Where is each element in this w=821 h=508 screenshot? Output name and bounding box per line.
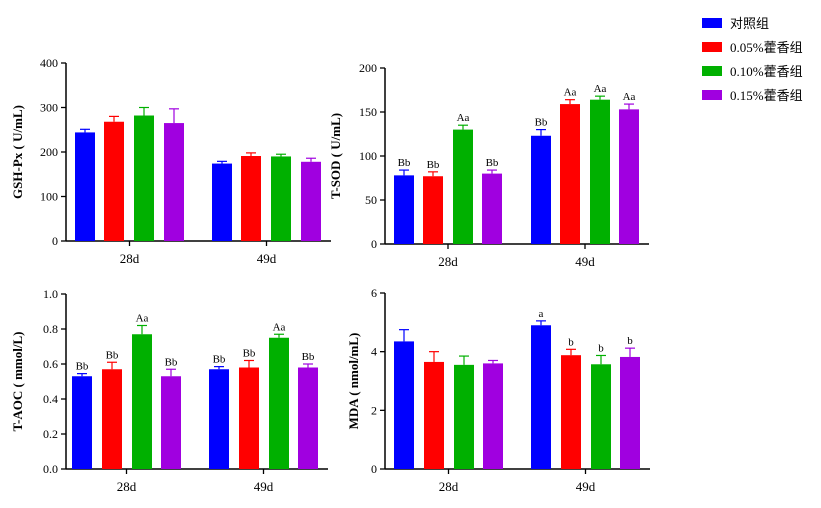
- significance-label: Aa: [457, 112, 470, 124]
- legend-label: 0.15%藿香组: [730, 88, 803, 103]
- bar: [561, 355, 581, 469]
- bar: [241, 156, 261, 241]
- legend-label: 0.10%藿香组: [730, 64, 803, 79]
- significance-label: Aa: [594, 83, 607, 95]
- y-tick-label: 0.6: [43, 357, 58, 371]
- bar: [298, 367, 318, 469]
- x-tick-label: 49d: [576, 479, 596, 494]
- y-tick-label: 6: [371, 286, 377, 300]
- y-tick-label: 0: [52, 234, 58, 248]
- x-tick-label: 49d: [575, 254, 595, 269]
- significance-label: Aa: [136, 313, 149, 325]
- significance-label: b: [568, 336, 574, 348]
- bar: [453, 129, 473, 244]
- significance-label: Bb: [535, 117, 548, 129]
- bar: [132, 334, 152, 469]
- chart-panel-2: 0 50 100 150 200 T-SOD ( U/mL) 28d 49d Bb Bb Bb Aa A…: [328, 61, 649, 269]
- bar: [209, 369, 229, 469]
- bar: [531, 325, 551, 469]
- bar: [620, 356, 640, 469]
- x-tick-label: 28d: [117, 479, 137, 494]
- bar: [72, 376, 92, 469]
- bar: [269, 337, 289, 469]
- y-tick-label: 400: [40, 56, 58, 70]
- bar: [394, 341, 414, 469]
- significance-label: Aa: [273, 321, 286, 333]
- legend: 对照组 0.05%藿香组 0.10%藿香组 0.15%藿香组: [702, 16, 803, 103]
- significance-label: Bb: [486, 157, 499, 169]
- bar: [212, 163, 232, 241]
- y-tick-label: 0.2: [43, 427, 58, 441]
- bar: [161, 376, 181, 469]
- significance-label: Bb: [302, 351, 315, 363]
- bar: [424, 361, 444, 469]
- x-tick-label: 28d: [120, 251, 140, 266]
- y-axis-title: T-SOD ( U/mL): [328, 113, 343, 199]
- bar: [423, 176, 443, 244]
- y-tick-label: 4: [371, 345, 377, 359]
- bar: [619, 109, 639, 244]
- legend-swatch: [702, 42, 722, 52]
- x-tick-label: 28d: [438, 254, 458, 269]
- significance-label: b: [598, 342, 604, 354]
- significance-label: Bb: [213, 354, 226, 366]
- y-tick-label: 150: [359, 105, 377, 119]
- y-tick-label: 2: [371, 403, 377, 417]
- significance-label: Bb: [165, 356, 178, 368]
- y-tick-label: 100: [40, 190, 58, 204]
- x-tick-label: 28d: [439, 479, 459, 494]
- y-axis-title: T-AOC ( mmol/L): [10, 332, 25, 432]
- bar: [531, 135, 551, 244]
- y-tick-label: 0.8: [43, 322, 58, 336]
- significance-label: Aa: [564, 87, 577, 99]
- legend-label: 对照组: [730, 16, 769, 31]
- bar: [102, 369, 122, 469]
- significance-label: Bb: [76, 361, 89, 373]
- significance-label: a: [539, 308, 544, 320]
- bar: [454, 364, 474, 469]
- chart-panel-3: 0.0 0.2 0.4 0.6 0.8 1.0 T-AOC ( mmol/L) 28d 49d B…: [10, 287, 328, 494]
- chart-panels: 0 100 200 300 400 GSH-Px ( U/mL) 28d 49d 0 50 100 1…: [10, 56, 650, 494]
- significance-label: b: [627, 335, 633, 347]
- chart-panel-1: 0 100 200 300 400 GSH-Px ( U/mL) 28d 49d: [10, 56, 331, 266]
- legend-label: 0.05%藿香组: [730, 40, 803, 55]
- bar: [483, 363, 503, 469]
- significance-label: Aa: [623, 91, 636, 103]
- bar: [134, 115, 154, 241]
- significance-label: Bb: [427, 159, 440, 171]
- y-tick-label: 50: [365, 193, 377, 207]
- y-tick-label: 0: [371, 237, 377, 251]
- y-tick-label: 0.4: [43, 392, 58, 406]
- y-axis-title: GSH-Px ( U/mL): [10, 105, 25, 199]
- bar: [560, 104, 580, 244]
- bar: [482, 173, 502, 244]
- significance-label: Bb: [106, 349, 119, 361]
- y-tick-label: 0: [371, 462, 377, 476]
- bar: [239, 367, 259, 469]
- y-axis-title: MDA ( nmol/mL): [346, 333, 361, 430]
- bar: [271, 156, 291, 241]
- bar: [590, 99, 610, 245]
- y-tick-label: 200: [359, 61, 377, 75]
- bar: [301, 161, 321, 241]
- legend-swatch: [702, 18, 722, 28]
- bar: [104, 121, 124, 241]
- bar: [164, 123, 184, 241]
- y-tick-label: 1.0: [43, 287, 58, 301]
- y-tick-label: 300: [40, 101, 58, 115]
- significance-label: Bb: [398, 157, 411, 169]
- legend-swatch: [702, 66, 722, 76]
- x-tick-label: 49d: [254, 479, 274, 494]
- bar: [75, 132, 95, 241]
- y-tick-label: 100: [359, 149, 377, 163]
- chart-panel-4: 0 2 4 6 MDA ( nmol/mL) 28d 49d a b b b: [346, 286, 650, 494]
- y-tick-label: 0.0: [43, 462, 58, 476]
- bar: [591, 364, 611, 469]
- y-tick-label: 200: [40, 145, 58, 159]
- significance-label: Bb: [243, 348, 256, 360]
- x-tick-label: 49d: [257, 251, 277, 266]
- legend-swatch: [702, 90, 722, 100]
- bar: [394, 175, 414, 244]
